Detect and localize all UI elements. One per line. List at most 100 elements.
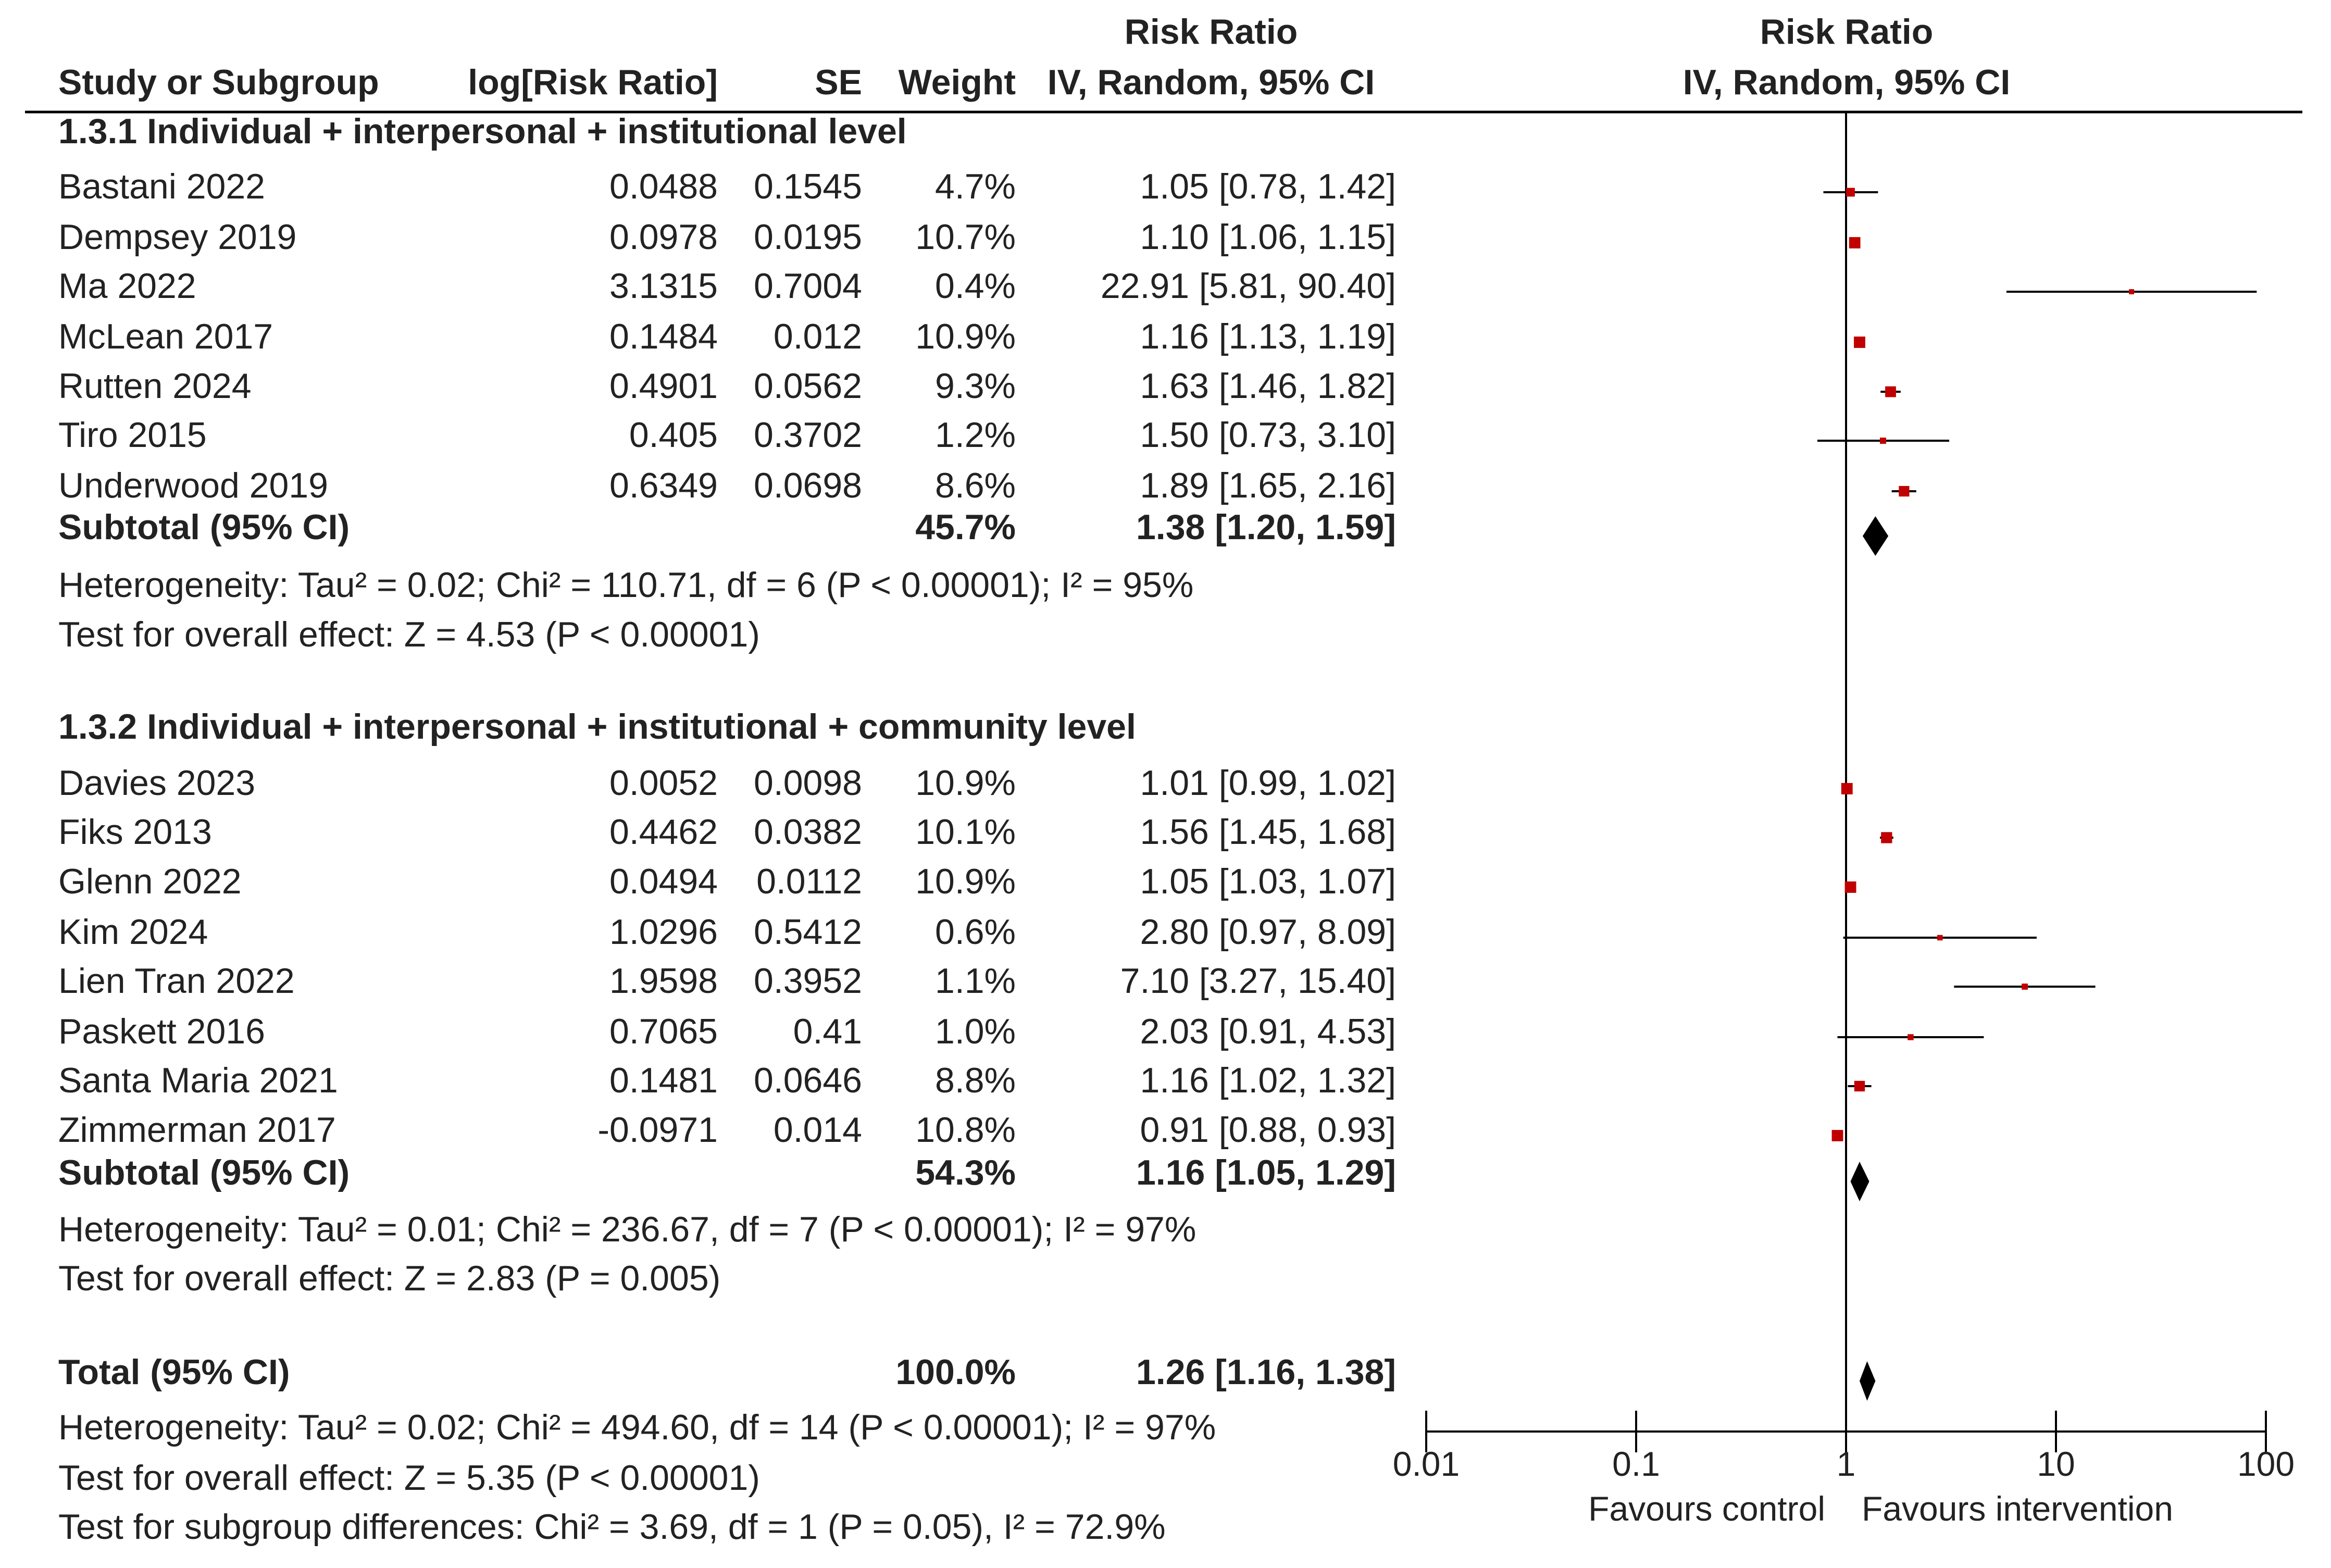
study-name: Kim 2024 xyxy=(58,912,208,952)
study-name: Dempsey 2019 xyxy=(58,217,297,257)
study-ci: 1.05 [1.03, 1.07] xyxy=(1140,862,1396,901)
x-axis-tick-label: 1 xyxy=(1837,1445,1856,1483)
study-effect-marker xyxy=(1885,386,1896,397)
study-name: Underwood 2019 xyxy=(58,466,328,505)
subtotal-label: Subtotal (95% CI) xyxy=(58,507,350,547)
rr-column-header-line2: IV, Random, 95% CI xyxy=(1047,63,1375,102)
total-label: Total (95% CI) xyxy=(58,1352,290,1392)
study-log-rr: 1.9598 xyxy=(609,961,718,1001)
study-se: 0.0562 xyxy=(754,366,862,406)
study-se: 0.0698 xyxy=(754,466,862,505)
subtotal-ci: 1.38 [1.20, 1.59] xyxy=(1136,507,1396,547)
study-effect-marker xyxy=(1841,783,1853,794)
total-weight: 100.0% xyxy=(895,1352,1016,1392)
total-overall-effect-text: Test for overall effect: Z = 5.35 (P < 0… xyxy=(58,1458,760,1498)
se-column-header: SE xyxy=(815,63,862,102)
study-name: Fiks 2013 xyxy=(58,812,212,852)
study-effect-marker xyxy=(1854,337,1865,348)
log-rr-column-header: log[Risk Ratio] xyxy=(468,63,718,102)
total-ci: 1.26 [1.16, 1.38] xyxy=(1136,1352,1396,1392)
study-name: Tiro 2015 xyxy=(58,415,207,455)
study-ci: 1.01 [0.99, 1.02] xyxy=(1140,763,1396,803)
study-ci: 1.50 [0.73, 3.10] xyxy=(1140,415,1396,455)
subtotal-ci: 1.16 [1.05, 1.29] xyxy=(1136,1153,1396,1192)
study-effect-marker xyxy=(1899,486,1910,497)
study-ci: 2.80 [0.97, 8.09] xyxy=(1140,912,1396,952)
overall-effect-text: Test for overall effect: Z = 4.53 (P < 0… xyxy=(58,615,760,654)
study-weight: 10.1% xyxy=(915,812,1016,852)
study-ci: 1.05 [0.78, 1.42] xyxy=(1140,167,1396,206)
study-effect-marker xyxy=(2129,289,2135,294)
study-se: 0.0098 xyxy=(754,763,862,803)
study-effect-marker xyxy=(1844,881,1856,893)
study-weight: 9.3% xyxy=(935,366,1016,406)
study-se: 0.7004 xyxy=(754,266,862,306)
study-log-rr: 0.0488 xyxy=(609,167,718,206)
study-weight: 8.8% xyxy=(935,1061,1016,1100)
study-weight: 10.9% xyxy=(915,763,1016,803)
x-axis-tick-label: 100 xyxy=(2237,1445,2295,1483)
study-name: Santa Maria 2021 xyxy=(58,1061,338,1100)
study-name: Zimmerman 2017 xyxy=(58,1110,336,1150)
study-log-rr: 0.4901 xyxy=(609,366,718,406)
overall-effect-text: Test for overall effect: Z = 2.83 (P = 0… xyxy=(58,1259,721,1298)
study-log-rr: 0.405 xyxy=(629,415,718,455)
study-effect-marker xyxy=(2022,984,2028,990)
study-effect-marker xyxy=(1854,1080,1865,1092)
subtotal-weight: 45.7% xyxy=(915,507,1016,547)
study-name: Davies 2023 xyxy=(58,763,256,803)
study-weight: 4.7% xyxy=(935,167,1016,206)
study-log-rr: -0.0971 xyxy=(597,1110,718,1150)
study-weight: 0.4% xyxy=(935,266,1016,306)
subgroup-differences-text: Test for subgroup differences: Chi² = 3.… xyxy=(58,1507,1166,1547)
study-se: 0.3702 xyxy=(754,415,862,455)
study-se: 0.0382 xyxy=(754,812,862,852)
study-ci: 1.89 [1.65, 2.16] xyxy=(1140,466,1396,505)
study-effect-marker xyxy=(1849,237,1861,248)
study-ci: 7.10 [3.27, 15.40] xyxy=(1120,961,1396,1001)
study-log-rr: 0.1484 xyxy=(609,317,718,356)
study-weight: 10.8% xyxy=(915,1110,1016,1150)
study-ci: 1.10 [1.06, 1.15] xyxy=(1140,217,1396,257)
study-effect-marker xyxy=(1846,188,1855,197)
study-se: 0.014 xyxy=(773,1110,862,1150)
study-log-rr: 0.0494 xyxy=(609,862,718,901)
study-se: 0.1545 xyxy=(754,167,862,206)
total-diamond xyxy=(1859,1361,1876,1401)
study-log-rr: 0.4462 xyxy=(609,812,718,852)
study-effect-marker xyxy=(1937,935,1943,941)
study-name: Ma 2022 xyxy=(58,266,196,306)
study-name: Rutten 2024 xyxy=(58,366,252,406)
study-log-rr: 0.0052 xyxy=(609,763,718,803)
study-ci: 1.56 [1.45, 1.68] xyxy=(1140,812,1396,852)
study-log-rr: 1.0296 xyxy=(609,912,718,952)
plot-column-header-line1: Risk Ratio xyxy=(1760,12,1934,52)
study-weight: 10.7% xyxy=(915,217,1016,257)
study-ci: 1.16 [1.02, 1.32] xyxy=(1140,1061,1396,1100)
study-se: 0.41 xyxy=(793,1012,862,1051)
heterogeneity-text: Heterogeneity: Tau² = 0.01; Chi² = 236.6… xyxy=(58,1210,1196,1249)
study-ci: 22.91 [5.81, 90.40] xyxy=(1100,266,1396,306)
study-weight: 10.9% xyxy=(915,317,1016,356)
subgroup-title: 1.3.2 Individual + interpersonal + insti… xyxy=(58,707,1136,746)
heterogeneity-text: Heterogeneity: Tau² = 0.02; Chi² = 110.7… xyxy=(58,565,1194,605)
study-ci: 2.03 [0.91, 4.53] xyxy=(1140,1012,1396,1051)
study-log-rr: 0.0978 xyxy=(609,217,718,257)
subtotal-weight: 54.3% xyxy=(915,1153,1016,1192)
x-axis-tick-label: 0.01 xyxy=(1393,1445,1460,1483)
study-se: 0.0112 xyxy=(756,862,862,901)
study-effect-marker xyxy=(1881,832,1892,843)
study-log-rr: 0.7065 xyxy=(609,1012,718,1051)
plot-column-header-line2: IV, Random, 95% CI xyxy=(1682,63,2011,102)
weight-column-header: Weight xyxy=(898,63,1016,102)
study-name: Lien Tran 2022 xyxy=(58,961,295,1001)
study-ci: 0.91 [0.88, 0.93] xyxy=(1140,1110,1396,1150)
study-ci: 1.16 [1.13, 1.19] xyxy=(1140,317,1396,356)
x-axis-tick-label: 0.1 xyxy=(1612,1445,1660,1483)
study-name: Bastani 2022 xyxy=(58,167,265,206)
study-name: Glenn 2022 xyxy=(58,862,242,901)
study-log-rr: 3.1315 xyxy=(609,266,718,306)
